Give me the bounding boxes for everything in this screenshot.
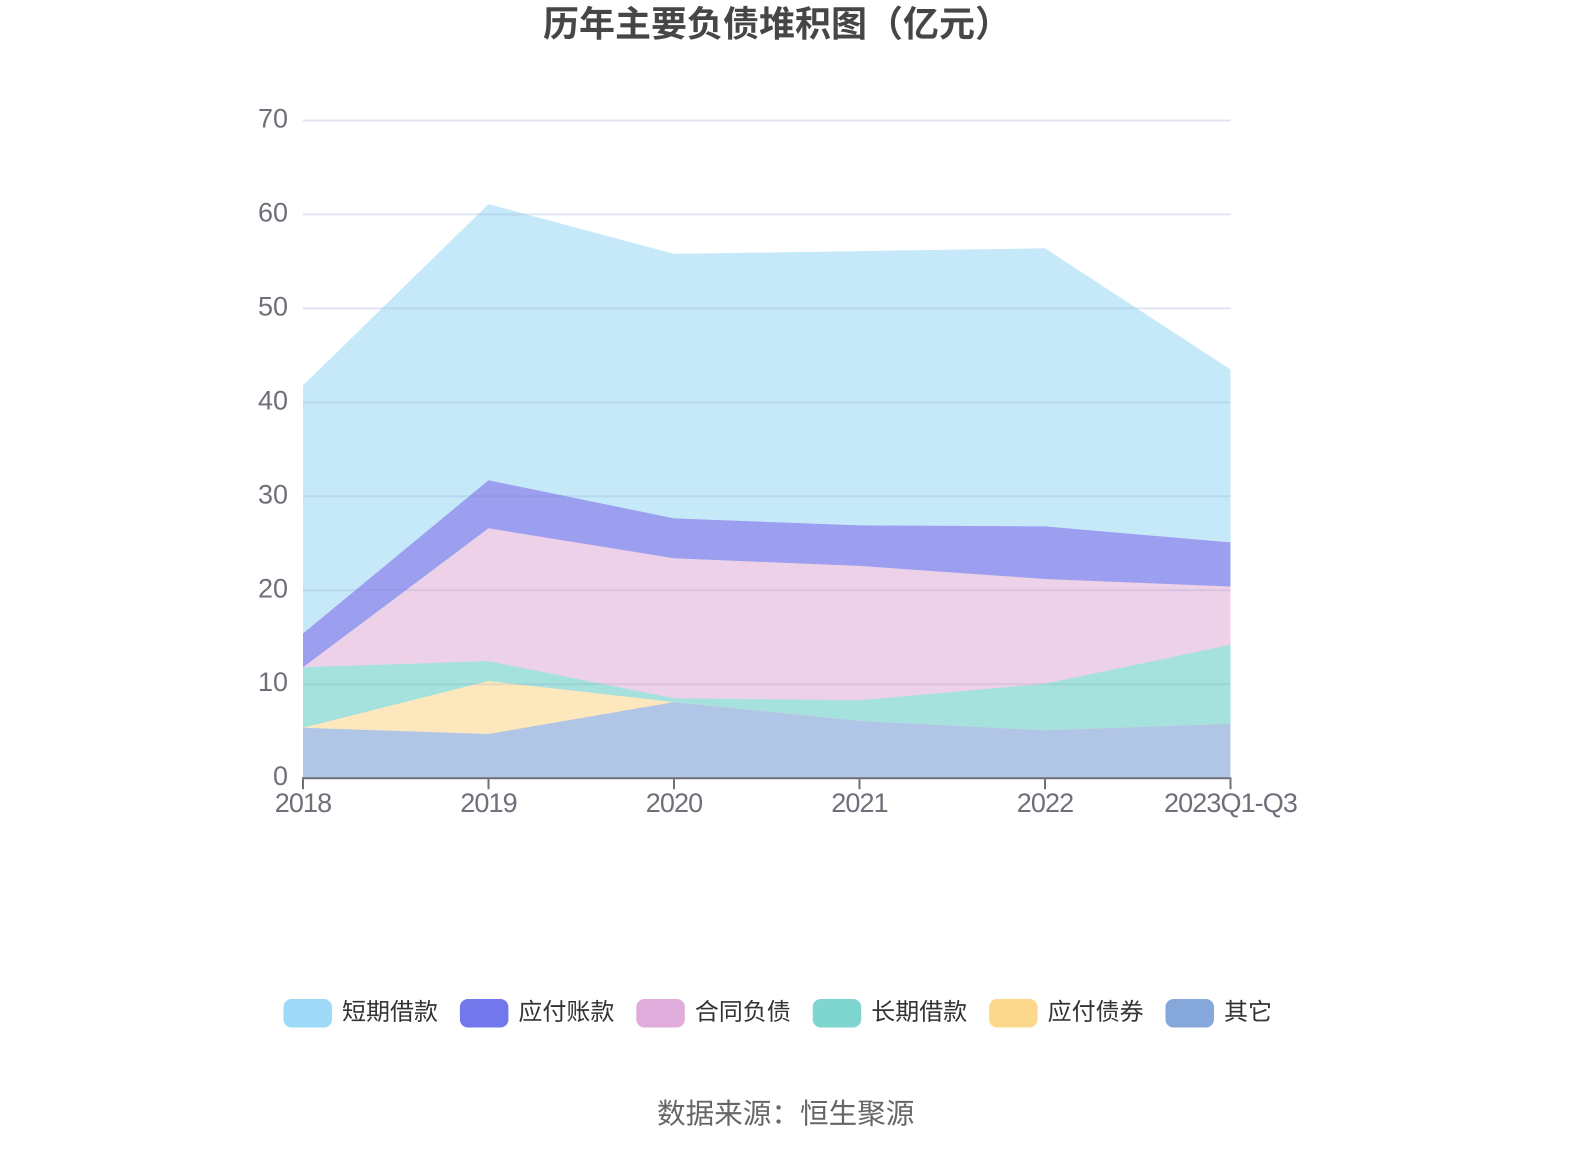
svg-text:30: 30: [258, 479, 288, 509]
svg-text:2019: 2019: [460, 788, 516, 818]
svg-text:40: 40: [258, 385, 288, 415]
svg-text:60: 60: [258, 197, 288, 227]
svg-text:20: 20: [258, 573, 288, 603]
svg-text:0: 0: [273, 761, 288, 791]
svg-text:10: 10: [258, 667, 288, 697]
svg-text:2018: 2018: [275, 788, 331, 818]
svg-text:2021: 2021: [831, 788, 887, 818]
svg-text:2022: 2022: [1017, 788, 1073, 818]
svg-text:2020: 2020: [646, 788, 702, 818]
svg-text:50: 50: [258, 291, 288, 321]
svg-text:70: 70: [258, 104, 288, 134]
svg-text:2023Q1-Q3: 2023Q1-Q3: [1164, 788, 1297, 818]
